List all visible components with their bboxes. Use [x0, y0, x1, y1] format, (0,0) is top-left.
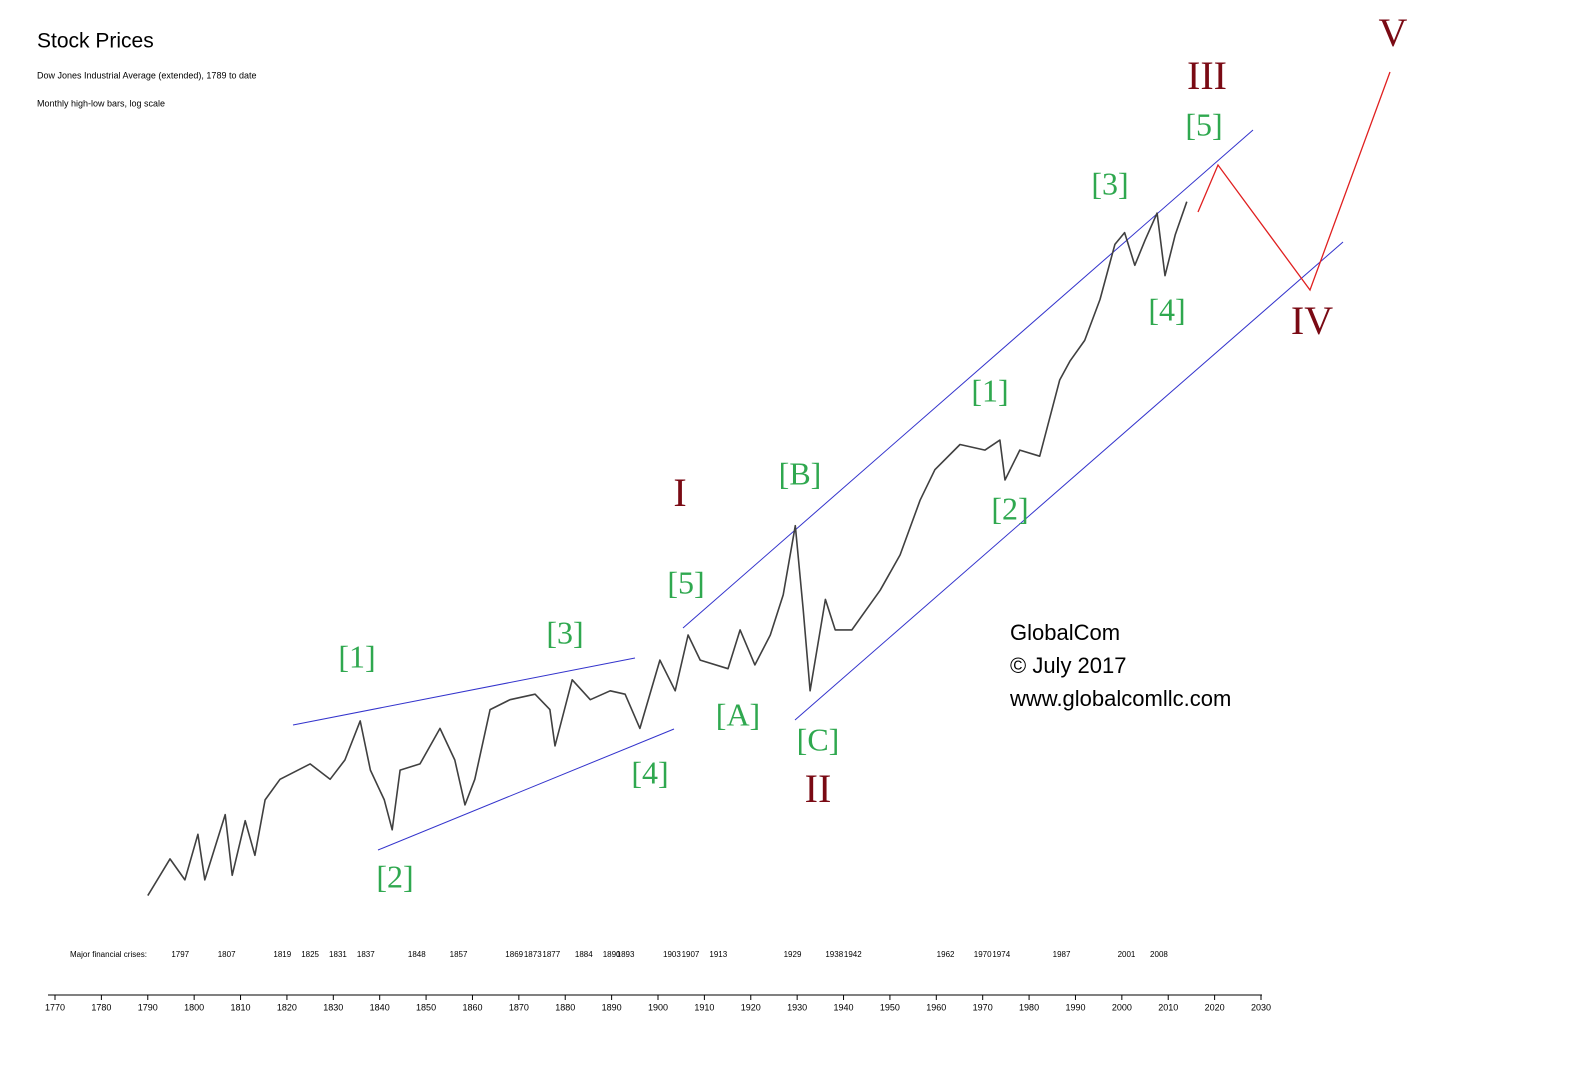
crisis-year: 1869	[505, 950, 523, 959]
x-tick-label: 1890	[602, 1002, 622, 1012]
crisis-year: 1857	[450, 950, 468, 959]
wave-label: [2]	[991, 490, 1028, 526]
wave-label: [5]	[1185, 106, 1222, 142]
crisis-year: 1929	[784, 950, 802, 959]
x-tick-label: 1770	[45, 1002, 65, 1012]
chart-note: Monthly high-low bars, log scale	[37, 98, 165, 108]
crisis-year: 1807	[218, 950, 236, 959]
crisis-year: 1907	[682, 950, 700, 959]
crisis-year: 1848	[408, 950, 426, 959]
credit: www.globalcomllc.com	[1009, 686, 1231, 711]
wave-label: [C]	[797, 721, 840, 757]
crisis-year: 1970	[974, 950, 992, 959]
x-tick-label: 2030	[1251, 1002, 1271, 1012]
crisis-year: 1797	[171, 950, 189, 959]
crisis-year: 2001	[1118, 950, 1136, 959]
crisis-year: 1938	[825, 950, 843, 959]
channel-upper	[682, 129, 1254, 629]
x-tick-label: 1870	[509, 1002, 529, 1012]
x-tick-label: 1840	[370, 1002, 390, 1012]
x-tick-label: 1970	[973, 1002, 993, 1012]
x-tick-label: 1830	[323, 1002, 343, 1012]
x-tick-label: 1880	[555, 1002, 575, 1012]
x-tick-label: 1980	[1019, 1002, 1039, 1012]
crisis-year: 1873	[524, 950, 542, 959]
crisis-year: 1913	[709, 950, 727, 959]
wave-label: [2]	[376, 858, 413, 894]
channel-lower	[794, 241, 1344, 721]
x-tick-label: 1850	[416, 1002, 436, 1012]
crisis-year: 1903	[663, 950, 681, 959]
x-tick-label: 1790	[138, 1002, 158, 1012]
x-tick-label: 1800	[184, 1002, 204, 1012]
credit: © July 2017	[1010, 653, 1127, 678]
crisis-year: 1831	[329, 950, 347, 959]
wave-label: [1]	[338, 638, 375, 674]
wave-label: [B]	[779, 455, 822, 491]
crisis-year: 1819	[273, 950, 291, 959]
crisis-year: 1962	[937, 950, 955, 959]
crisis-year: 1942	[844, 950, 862, 959]
wedge-upper	[292, 657, 636, 726]
crises-label: Major financial crises:	[70, 950, 147, 959]
crisis-year: 1837	[357, 950, 375, 959]
chart-subtitle: Dow Jones Industrial Average (extended),…	[37, 70, 256, 80]
crisis-year: 1890	[603, 950, 621, 959]
crisis-year: 1884	[575, 950, 593, 959]
crisis-year: 1893	[617, 950, 635, 959]
credit: GlobalCom	[1010, 620, 1120, 645]
crisis-year: 1987	[1053, 950, 1071, 959]
x-tick-label: 1960	[926, 1002, 946, 1012]
crisis-year: 2008	[1150, 950, 1168, 959]
price-line	[147, 201, 1188, 897]
crisis-year: 1825	[301, 950, 319, 959]
projection-path	[1197, 71, 1391, 292]
x-tick-label: 2000	[1112, 1002, 1132, 1012]
crisis-year: 1974	[992, 950, 1010, 959]
wave-label: [A]	[716, 696, 760, 732]
x-tick-label: 2020	[1205, 1002, 1225, 1012]
wedge-lower	[377, 728, 675, 851]
x-tick-label: 1780	[91, 1002, 111, 1012]
chart-title: Stock Prices	[37, 30, 154, 53]
x-tick-label: 2010	[1158, 1002, 1178, 1012]
major-wave-label: IV	[1291, 298, 1333, 343]
x-tick-label: 1920	[741, 1002, 761, 1012]
major-wave-label: I	[673, 470, 686, 515]
x-tick-label: 1810	[231, 1002, 251, 1012]
wave-label: [4]	[631, 754, 668, 790]
wave-label: [5]	[667, 564, 704, 600]
x-tick-label: 1860	[462, 1002, 482, 1012]
wave-label: [4]	[1148, 291, 1185, 327]
x-tick-label: 1940	[834, 1002, 854, 1012]
major-wave-label: III	[1187, 53, 1227, 98]
x-tick-label: 1820	[277, 1002, 297, 1012]
major-wave-label: II	[805, 766, 832, 811]
channel-lines	[292, 129, 1344, 851]
wave-label: [3]	[546, 614, 583, 650]
x-tick-label: 1990	[1065, 1002, 1085, 1012]
x-tick-label: 1950	[880, 1002, 900, 1012]
crisis-year: 1877	[542, 950, 560, 959]
x-tick-label: 1930	[787, 1002, 807, 1012]
x-tick-label: 1910	[694, 1002, 714, 1012]
wave-label: [3]	[1091, 165, 1128, 201]
x-tick-label: 1900	[648, 1002, 668, 1012]
major-wave-label: V	[1379, 10, 1408, 55]
wave-label: [1]	[971, 372, 1008, 408]
